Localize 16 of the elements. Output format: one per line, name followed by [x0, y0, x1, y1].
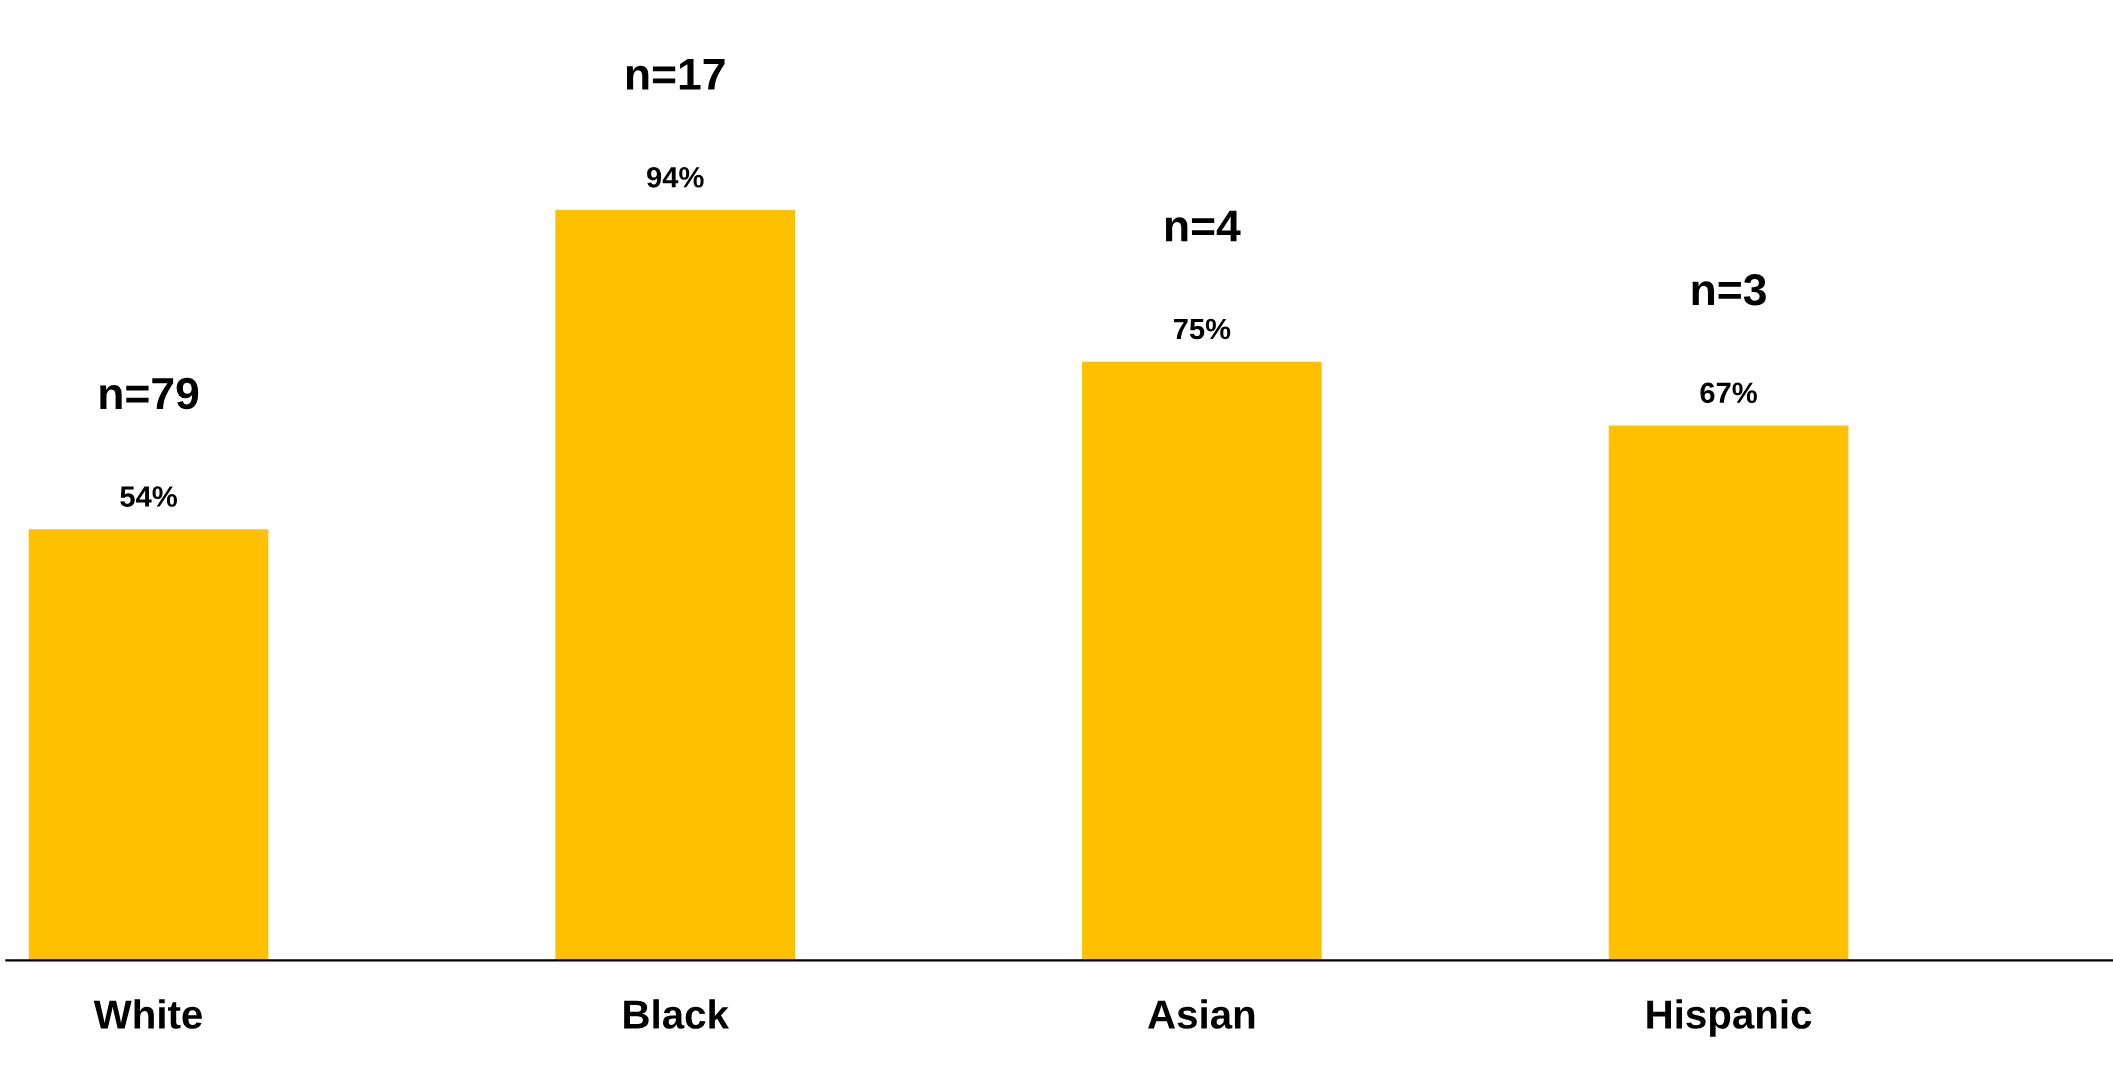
x-tick-label: Hispanic — [1647, 999, 1812, 1037]
data-label: 54% — [120, 486, 177, 507]
bar — [555, 210, 796, 961]
x-tick-label: Asian — [1148, 999, 1255, 1029]
text: n=17 — [626, 59, 725, 90]
x-tick-label: White — [93, 999, 202, 1029]
annotation: n=3 — [1692, 274, 1766, 306]
data-label: 94% — [647, 166, 704, 188]
bar — [1608, 425, 1849, 961]
data-label: 67% — [1700, 382, 1757, 404]
bar — [1082, 361, 1322, 961]
annotation: n=4 — [1165, 210, 1241, 242]
annotation: n=79 — [100, 377, 199, 410]
x-tick-label: Black — [624, 999, 729, 1029]
bar — [28, 529, 269, 961]
data-label: 75% — [1173, 318, 1231, 340]
